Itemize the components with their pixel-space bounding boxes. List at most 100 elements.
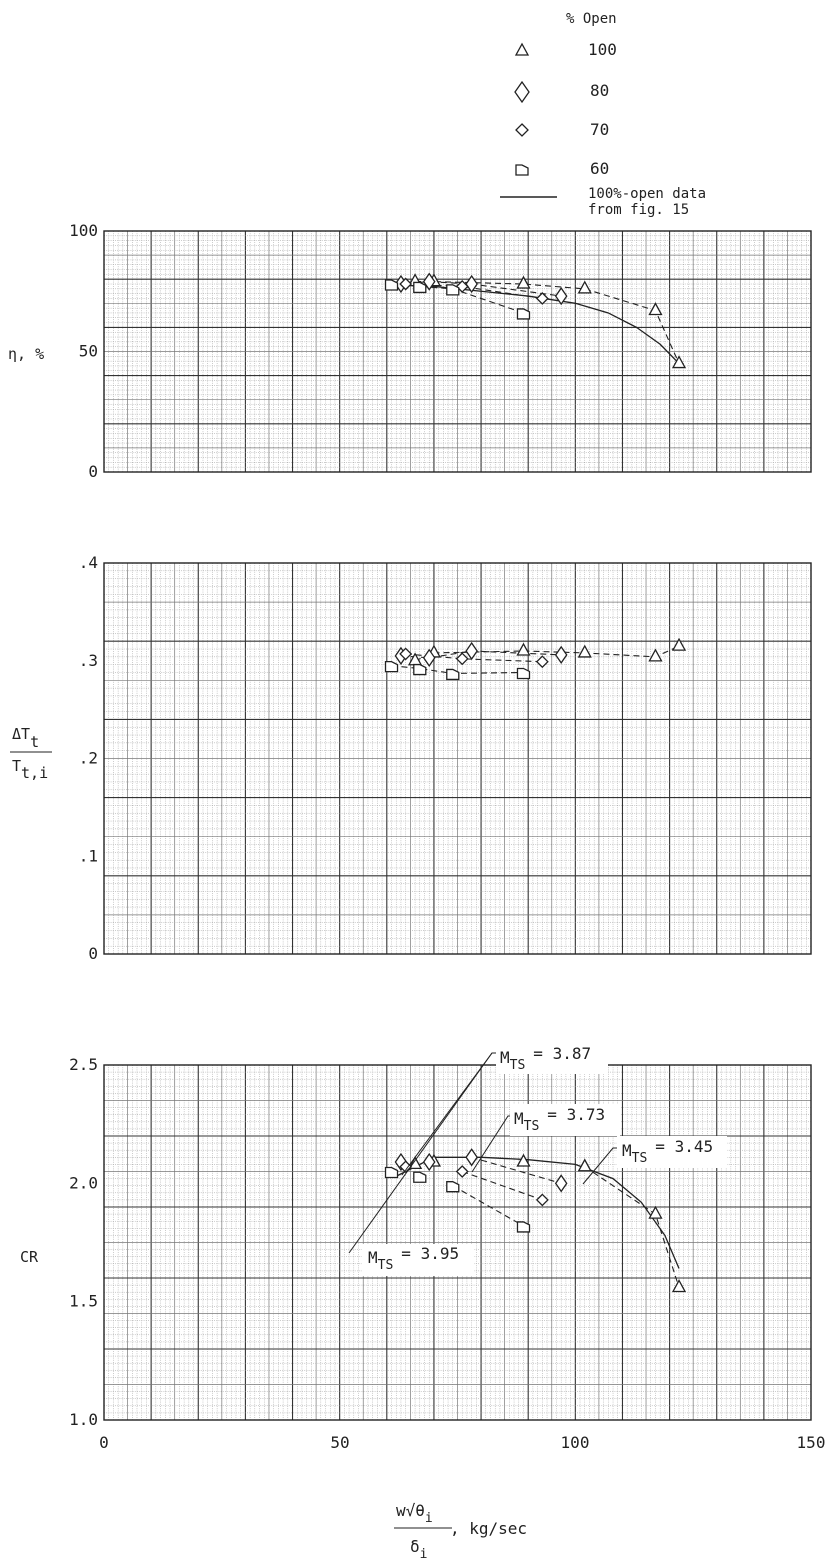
temperature-ratio-panel: 0 .1 .2 .3 .4 ΔTt Tt,i [10,553,812,963]
data-point-triangle-marker [516,275,531,289]
data-point-flagged-square-marker [446,668,460,681]
y-label-denominator: Tt,i [12,757,48,782]
data-point-flagged-square-marker [516,308,531,320]
efficiency-grid [104,231,811,472]
annotation-background [510,1104,620,1136]
data-point-triangle-marker [577,1158,592,1172]
y-tick-label: 2.0 [69,1173,98,1192]
annotation-background [617,1136,727,1168]
legend-triangle-icon [514,42,530,56]
x-tick-label: 100 [561,1433,590,1452]
data-point-small-diamond-marker [455,280,469,293]
dashed-connector-line [414,645,680,662]
data-point-triangle-marker [671,355,687,369]
dashed-connector-line [405,653,543,663]
data-point-triangle-marker [516,642,531,656]
temperature-ratio-plot-frame [103,562,812,955]
efficiency-panel: 0 50 100 η, % [8,221,812,481]
legend-line-label-2: from fig. 15 [588,202,689,218]
annotation-text: MTS= 3.45 [622,1137,713,1166]
y-tick-label: 50 [79,342,98,361]
data-point-diamond-marker [465,641,478,661]
annotation-background [496,1042,608,1074]
x-label-unit: , kg/sec [450,1519,527,1538]
data-point-flagged-square-marker [446,1181,460,1193]
data-point-small-diamond-marker [399,647,413,661]
annotation-text: MTS= 3.95 [368,1244,459,1273]
data-point-small-diamond-marker [455,1165,469,1178]
temperature-ratio-y-ticks: 0 .1 .2 .3 .4 [79,553,98,963]
annotation-mts-3-45: MTS= 3.45 [582,1136,727,1185]
y-tick-label: 1.0 [69,1410,98,1429]
compression-ratio-markers [384,1148,687,1293]
annotation-mts-3-73: MTS= 3.73 [471,1104,620,1173]
compression-ratio-grid [104,1065,811,1420]
data-point-triangle-marker [648,302,663,316]
x-tick-label: 150 [797,1433,826,1452]
dashed-connector-line [462,1170,543,1201]
data-point-diamond-marker [554,645,568,665]
temperature-ratio-y-label: ΔTt Tt,i [10,725,52,782]
dashed-connector-line [452,1185,524,1227]
data-point-flagged-square-marker [516,667,531,680]
data-point-small-diamond-marker [535,292,549,305]
annotation-mts-3-95: MTS= 3.95 [362,1244,474,1276]
data-point-triangle-marker [648,1205,663,1219]
y-tick-label: 0 [88,462,98,481]
data-point-flagged-square-marker [384,1166,399,1179]
data-point-diamond-marker [554,286,568,306]
legend-line-label-1: 100%-open data [588,186,706,202]
compression-ratio-y-ticks: 1.0 1.5 2.0 2.5 [69,1055,98,1429]
efficiency-plot-frame [103,230,812,473]
data-point-small-diamond-marker [535,655,549,669]
data-point-diamond-marker [422,648,436,667]
data-point-diamond-marker [422,1152,436,1172]
annotation-text: MTS= 3.73 [514,1105,605,1134]
y-tick-label: 2.5 [69,1055,98,1074]
x-tick-label: 0 [99,1433,109,1452]
compression-ratio-plot-frame [103,1064,812,1421]
data-point-flagged-square-marker [413,281,427,294]
data-point-flagged-square-marker [413,1171,427,1183]
x-axis: 0 50 100 150 w√θi δi , kg/sec [99,1433,825,1562]
data-point-diamond-marker [554,1174,568,1193]
dashed-connector-line [471,1156,562,1184]
y-tick-label: 0 [88,944,98,963]
data-point-triangle-marker [577,644,592,658]
legend-diamond-icon [514,80,530,104]
x-label-denominator: δi [410,1537,427,1562]
data-point-flagged-square-marker [384,279,399,291]
data-point-diamond-marker [465,1148,478,1167]
data-point-triangle-marker [671,637,687,651]
data-point-small-diamond-marker [455,652,469,666]
legend: % Open 100 80 70 60 100%-open data from … [500,11,706,218]
temperature-ratio-grid [104,563,811,954]
data-point-flagged-square-marker [516,1221,531,1233]
x-tick-label: 50 [330,1433,349,1452]
data-point-diamond-marker [422,272,436,291]
y-tick-label: 100 [69,221,98,240]
legend-flagged-square-icon [515,164,529,176]
data-point-flagged-square-marker [413,663,427,676]
data-point-small-diamond-marker [399,277,413,291]
data-point-diamond-marker [465,274,478,294]
data-point-flagged-square-marker [446,284,460,296]
y-tick-label: .4 [79,553,98,572]
data-point-flagged-square-marker [384,660,399,673]
data-point-triangle-marker [648,648,663,662]
y-label-numerator: ΔTt [12,725,39,751]
annotation-text: MTS= 3.87 [500,1044,591,1073]
y-tick-label: .2 [79,749,98,768]
data-point-triangle-marker [671,1279,687,1293]
efficiency-y-label: η, % [8,345,44,363]
data-point-small-diamond-marker [535,1193,549,1207]
legend-label-60: 60 [590,159,609,178]
efficiency-y-ticks: 0 50 100 [69,221,98,481]
efficiency-markers [384,272,687,369]
legend-label-100: 100 [588,40,617,59]
data-point-triangle-marker [577,280,592,294]
compression-ratio-y-label: CR [20,1248,39,1266]
legend-header: % Open [566,11,617,27]
annotation-mts-3-87: MTS= 3.87 [348,1042,608,1254]
